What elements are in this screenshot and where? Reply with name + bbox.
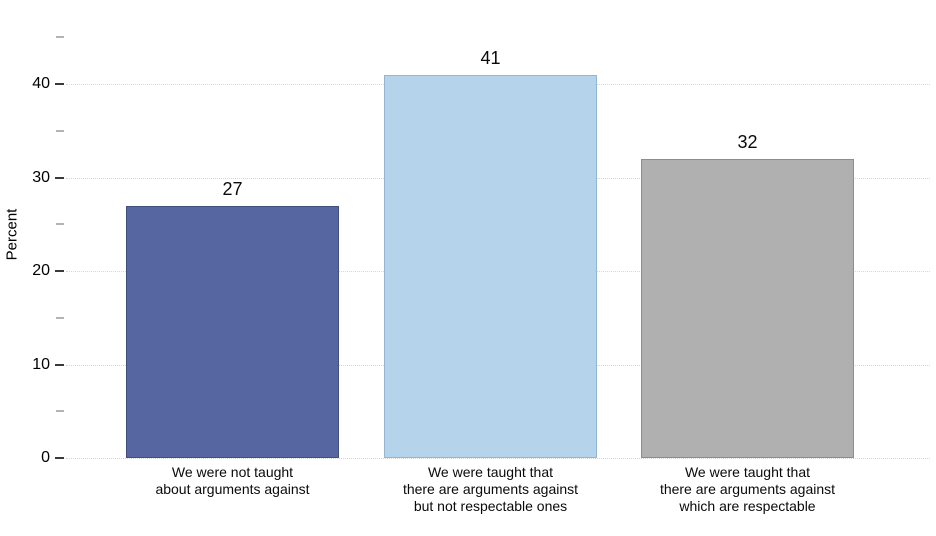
- y-minor-tick: [56, 316, 64, 319]
- y-minor-tick: [56, 223, 64, 226]
- y-tick-label: 40: [32, 75, 50, 92]
- y-major-tick: [55, 83, 64, 85]
- bar-value-label: 27: [222, 178, 243, 199]
- y-tick-label: 10: [32, 355, 50, 373]
- y-tick-label: 20: [32, 262, 50, 279]
- bar-value-label: 41: [480, 47, 501, 68]
- bar: [641, 158, 854, 458]
- y-gridline: [66, 458, 930, 459]
- bar-category-label: We were taught that there are arguments …: [659, 464, 836, 514]
- bar-value-label: 32: [737, 131, 758, 152]
- y-minor-tick: [56, 36, 64, 39]
- bar-category-label: We were not taught about arguments again…: [155, 464, 310, 497]
- y-tick-label: 30: [32, 168, 50, 186]
- bar-category-label: We were taught that there are arguments …: [402, 464, 579, 514]
- y-minor-tick: [56, 410, 64, 413]
- bar: [126, 205, 339, 458]
- bar: [384, 74, 597, 458]
- y-tick-label: 0: [41, 449, 50, 466]
- y-minor-tick: [56, 129, 64, 132]
- y-major-tick: [55, 270, 64, 272]
- y-major-tick: [55, 363, 64, 366]
- y-major-tick: [55, 176, 64, 179]
- y-major-tick: [55, 457, 64, 459]
